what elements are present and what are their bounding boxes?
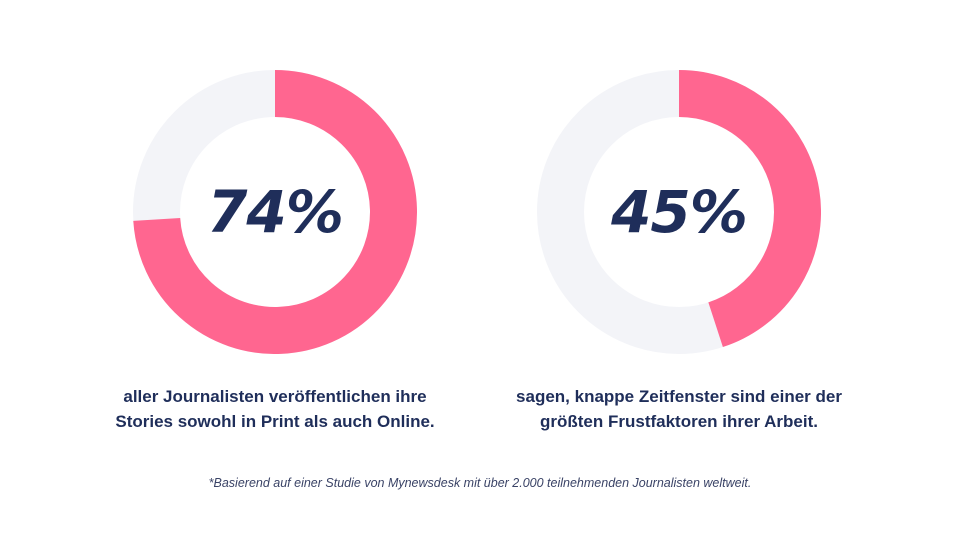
donut-slice-1 xyxy=(133,70,417,354)
donut-slice-2 xyxy=(678,70,821,348)
donut-svg-1 xyxy=(133,70,417,354)
donut-value-1: 74% xyxy=(207,178,344,246)
caption-2-line-2: größten Frustfaktoren ihrer Arbeit. xyxy=(539,412,818,431)
donut-value-2: 45% xyxy=(611,178,748,246)
donut-chart-2: 45% xyxy=(537,70,821,354)
donut-svg-2 xyxy=(537,70,821,354)
caption-2: sagen, knappe Zeitfenster sind einer der… xyxy=(479,384,879,434)
caption-1-line-2: Stories sowohl in Print als auch Online. xyxy=(115,412,435,431)
footnote: *Basierend auf einer Studie von Mynewsde… xyxy=(208,476,752,490)
caption-2-line-1: sagen, knappe Zeitfenster sind einer der xyxy=(516,387,842,406)
caption-1-line-1: aller Journalisten veröffentlichen ihre xyxy=(123,387,427,406)
donut-chart-1: 74% xyxy=(133,70,417,354)
caption-1: aller Journalisten veröffentlichen ihre … xyxy=(75,384,475,434)
